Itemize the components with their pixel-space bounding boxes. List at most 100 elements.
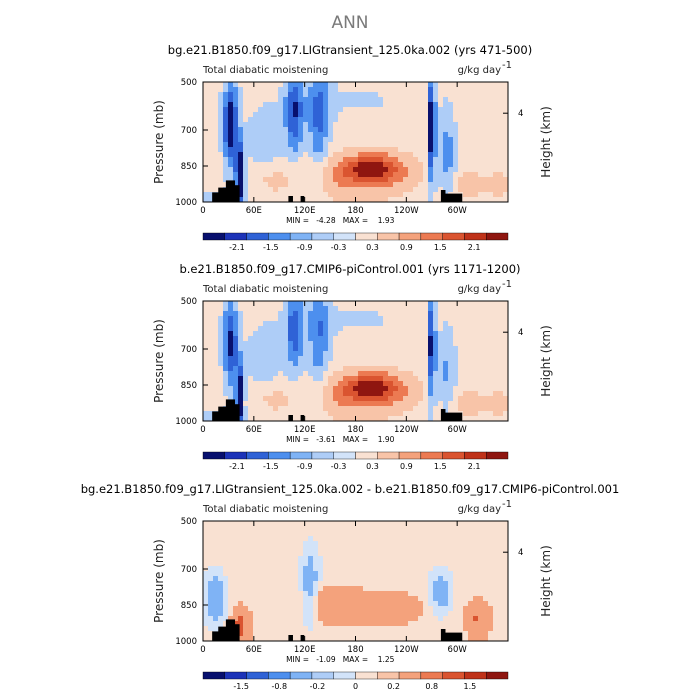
heatmap-cell [358,566,364,572]
heatmap-cell [453,107,459,113]
heatmap-cell [428,107,434,113]
heatmap-cell [358,82,364,88]
heatmap-cell [498,142,504,148]
heatmap-cell [283,346,289,352]
heatmap-cell [463,187,469,193]
heatmap-cell [488,112,494,118]
heatmap-cell [378,316,384,322]
heatmap-cell [473,396,479,402]
panels: bg.e21.B1850.f09_g17.LIGtransient_125.0k… [81,43,620,691]
heatmap-cell [403,102,409,108]
heatmap-cell [388,356,394,362]
heatmap-cell [378,386,384,392]
heatmap-cell [418,366,424,372]
heatmap-cell [353,631,359,637]
heatmap-cell [493,631,499,637]
heatmap-cell [413,82,419,88]
heatmap-cell [423,127,429,133]
heatmap-cell [443,581,449,587]
heatmap-cell [278,197,284,203]
heatmap-cell [378,137,384,143]
heatmap-cell [248,152,254,158]
heatmap-cell [488,331,494,337]
heatmap-cell [313,316,319,322]
heatmap-cell [303,311,309,317]
heatmap-cell [408,197,414,203]
heatmap-cell [403,112,409,118]
heatmap-cell [213,112,219,118]
heatmap-cell [223,376,229,382]
heatmap-cell [468,406,474,412]
heatmap-cell [438,626,444,632]
heatmap-cell [433,187,439,193]
heatmap-cell [213,341,219,347]
heatmap-cell [493,376,499,382]
heatmap-cell [283,356,289,362]
heatmap-cell [313,142,319,148]
heatmap-cell [503,381,509,387]
heatmap-cell [298,351,304,357]
heatmap-cell [333,391,339,397]
heatmap-cell [358,576,364,582]
colorbar: -1.5 -0.8 -0.2 0 0.2 0.8 1.5 [202,671,509,691]
heatmap-cell [228,526,234,532]
heatmap-cell [278,361,284,367]
heatmap-cell [428,406,434,412]
heatmap-cell [353,411,359,417]
heatmap-cell [253,371,259,377]
heatmap-cell [413,416,419,422]
heatmap-cell [278,182,284,188]
heatmap-cell [488,92,494,98]
heatmap-cell [328,182,334,188]
heatmap-cell [488,611,494,617]
heatmap-cell [503,396,509,402]
heatmap-cell [303,107,309,113]
heatmap-cell [403,606,409,612]
heatmap-cell [243,102,249,108]
heatmap-cell [433,546,439,552]
heatmap-cell [438,611,444,617]
heatmap-cell [478,152,484,158]
heatmap-cell [243,366,249,372]
heatmap-cell [398,326,404,332]
heatmap-cell [293,351,299,357]
heatmap-cell [248,102,254,108]
heatmap-cell [458,137,464,143]
heatmap-cell [493,571,499,577]
heatmap-cell [203,406,209,412]
heatmap-cell [253,581,259,587]
heatmap-cell [203,87,209,93]
heatmap-cell [263,626,269,632]
heatmap-cell [373,112,379,118]
heatmap-cell [268,406,274,412]
colorbar-swatch [311,232,334,241]
heatmap-cell [238,606,244,612]
heatmap-cell [438,371,444,377]
heatmap-cell [423,87,429,93]
heatmap-cell [273,616,279,622]
heatmap-cell [288,616,294,622]
heatmap-cell [268,541,274,547]
heatmap-cell [303,187,309,193]
heatmap-cell [458,586,464,592]
heatmap-cell [378,616,384,622]
heatmap-cell [433,107,439,113]
heatmap-cell [313,611,319,617]
heatmap-cell [218,576,224,582]
heatmap-cell [253,381,259,387]
heatmap-cell [438,536,444,542]
heatmap-cell [288,631,294,637]
heatmap-cell [378,132,384,138]
heatmap-cell [413,311,419,317]
heatmap-cell [463,381,469,387]
heatmap-cell [393,411,399,417]
heatmap-cell [273,366,279,372]
heatmap-cell [443,117,449,123]
heatmap-cell [383,611,389,617]
heatmap-cell [213,551,219,557]
heatmap-cell [273,626,279,632]
heatmap-cell [203,596,209,602]
heatmap-cell [378,192,384,198]
heatmap-cell [363,82,369,88]
heatmap-cell [453,346,459,352]
